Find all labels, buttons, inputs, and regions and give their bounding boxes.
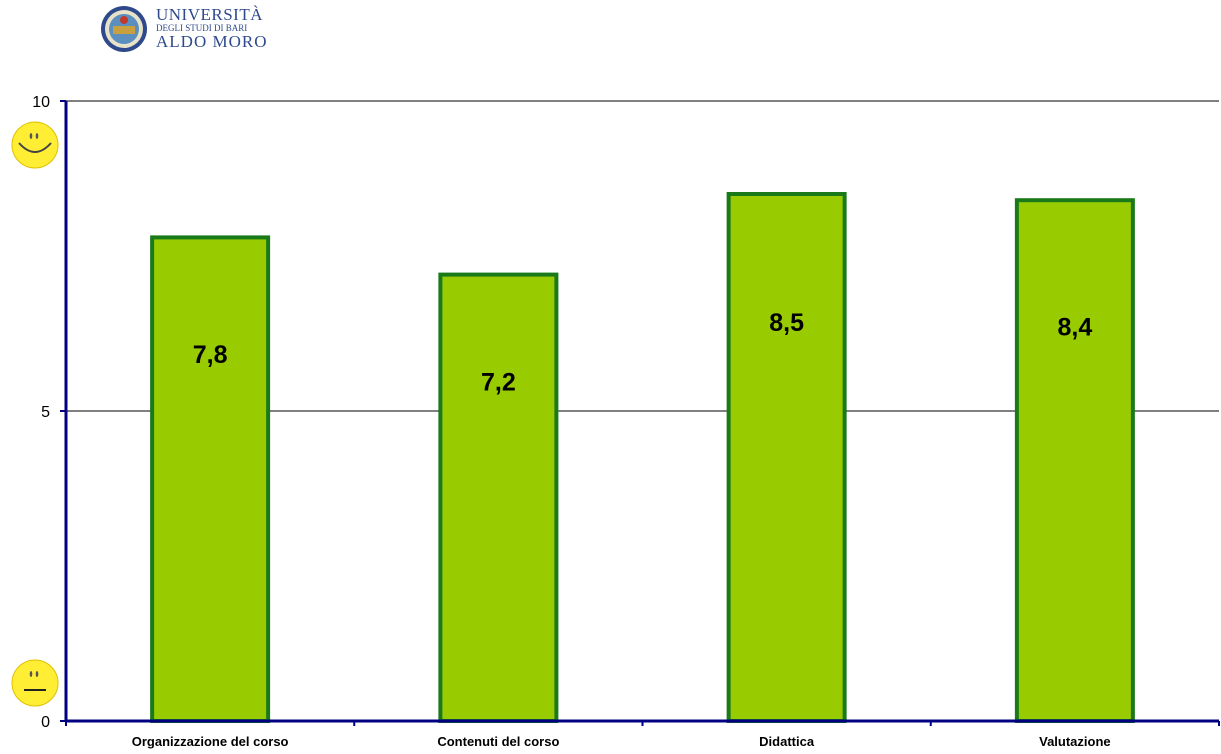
category-label: Contenuti del corso	[437, 734, 559, 749]
value-labels: 7,8 7,2 8,5 8,4	[193, 309, 1093, 397]
value-label: 8,5	[769, 309, 804, 337]
bar	[1014, 198, 1135, 723]
bar	[726, 192, 847, 723]
axes	[60, 100, 1220, 726]
smiley-neutral-icon	[11, 659, 59, 707]
y-tick-label: 0	[41, 714, 50, 731]
smiley-eye	[35, 671, 39, 677]
value-label: 8,4	[1057, 314, 1092, 342]
y-tick-labels: 0 5 10	[32, 94, 50, 731]
category-label: Didattica	[759, 734, 815, 749]
logo-line-2: DEGLI STUDI DI BARI	[156, 23, 248, 33]
smiley-happy-icon	[11, 121, 59, 169]
university-logo: UNIVERSITÀ DEGLI STUDI DI BARI ALDO MORO	[98, 4, 288, 54]
category-labels: Organizzazione del corso Contenuti del co…	[132, 734, 1111, 749]
bars	[150, 192, 1135, 723]
bar	[150, 235, 271, 723]
value-label: 7,2	[481, 369, 516, 397]
smiley-mouth	[18, 142, 52, 153]
university-name: UNIVERSITÀ DEGLI STUDI DI BARI ALDO MORO	[156, 6, 267, 50]
bar	[438, 272, 559, 723]
y-tick-label: 5	[41, 404, 50, 421]
logo-line-1: UNIVERSITÀ	[156, 5, 263, 24]
smiley-face	[11, 659, 59, 707]
smiley-face	[11, 121, 59, 169]
smiley-eye	[29, 671, 33, 677]
category-label: Valutazione	[1039, 734, 1111, 749]
logo-line-3: ALDO MORO	[156, 32, 268, 51]
university-seal-icon	[101, 6, 147, 52]
smiley-eye	[35, 133, 39, 139]
category-label: Organizzazione del corso	[132, 734, 289, 749]
smiley-icons	[11, 121, 59, 707]
y-tick-label: 10	[32, 94, 50, 111]
smiley-eye	[29, 133, 33, 139]
value-label: 7,8	[193, 341, 228, 369]
